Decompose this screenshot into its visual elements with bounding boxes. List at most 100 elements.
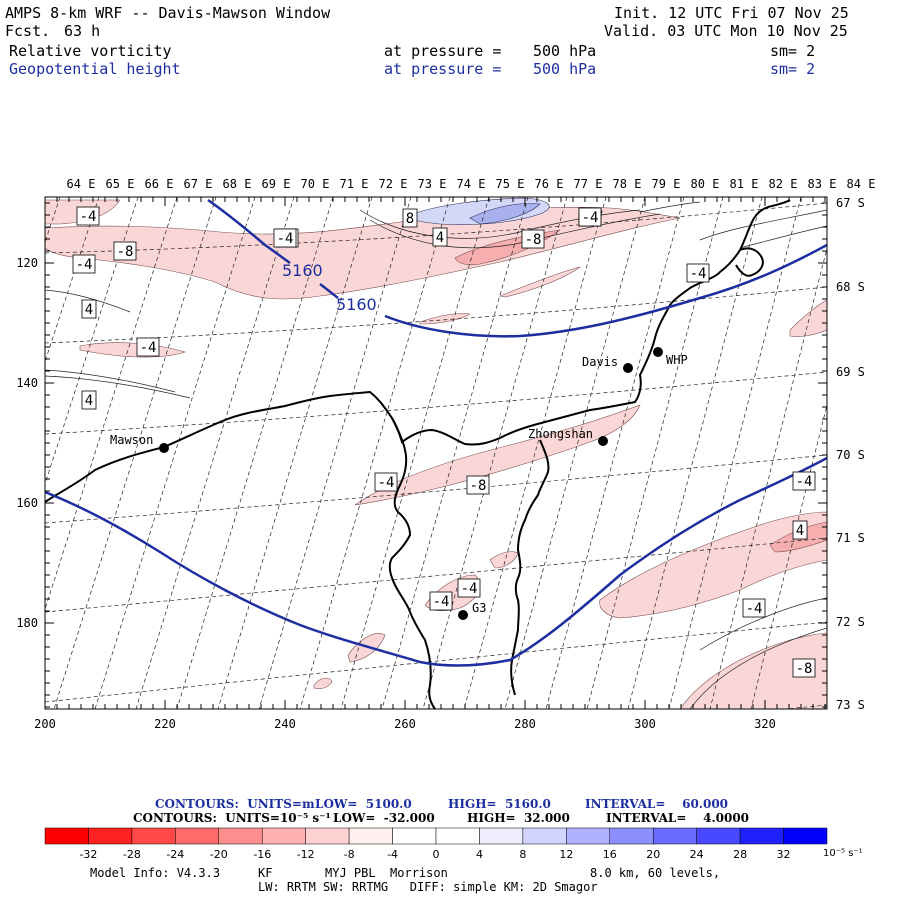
lon-label: 83 E (808, 177, 837, 191)
lat-label: 67 S (836, 196, 865, 210)
parallel-line (45, 621, 827, 703)
lon-label: 73 E (418, 177, 447, 191)
vorticity-label-box (81, 299, 97, 319)
model-info-physics: LW: RRTM SW: RRTMG DIFF: simple KM: 2D S… (258, 880, 598, 894)
vorticity-label: -4 (80, 209, 97, 225)
colorbar-tick-label: -12 (297, 848, 315, 861)
vorticity-label-box (466, 475, 490, 495)
colorbar-tick-label: -16 (253, 848, 271, 861)
meridian-line (463, 197, 607, 709)
contours-vort-interval: INTERVAL= 4.0000 (606, 811, 750, 825)
vorticity-label-box (273, 228, 297, 248)
colorbar-tick-label: 0 (433, 848, 440, 861)
model-info-kf: KF (258, 866, 273, 880)
vorticity-label-box (72, 254, 96, 274)
y-tick-label: 140 (16, 376, 38, 390)
colorbar-segment (261, 827, 306, 845)
x-tick-label: 300 (634, 717, 656, 731)
vorticity-label: -8 (796, 661, 813, 677)
meridian-line (53, 197, 217, 709)
vorticity-fill (45, 197, 827, 709)
lon-label: 75 E (496, 177, 525, 191)
field2-pressure-label: at pressure = (384, 60, 502, 78)
colorbar-tick-label: -28 (123, 848, 141, 861)
meridian-line (340, 197, 490, 709)
lon-label: 64 E (67, 177, 96, 191)
colorbar-segment (566, 827, 611, 845)
vorticity-label-box (578, 207, 602, 227)
meridian-line (709, 246, 827, 709)
model-info-label: Model Info: V4.3.3 (90, 866, 221, 880)
lon-label: 69 E (262, 177, 291, 191)
vorticity-label-box (792, 471, 816, 491)
longitude-labels: 64 E 65 E 66 E 67 E 68 E 69 E 70 E 71 E … (67, 177, 876, 191)
lon-label: 81 E (730, 177, 759, 191)
lon-label: 72 E (379, 177, 408, 191)
vorticity-label: 4 (436, 230, 444, 246)
colorbar-segment (44, 827, 89, 845)
lon-label: 74 E (457, 177, 486, 191)
colorbar-tick-label: 4 (476, 848, 483, 861)
colorbar-tick-label: 28 (733, 848, 747, 861)
x-tick-label: 220 (154, 717, 176, 731)
meridian-line (45, 197, 100, 363)
lat-label: 73 S (836, 698, 865, 712)
y-axis-ticks (45, 202, 827, 708)
vorticity-label-box (792, 658, 816, 678)
contours-height-units: CONTOURS: UNITS=m (155, 797, 315, 811)
meridian-line (299, 197, 451, 709)
vorticity-label: -4 (796, 474, 813, 490)
field1-pressure: 500 hPa (533, 42, 597, 60)
vorticity-label-box (113, 241, 137, 261)
colorbar-tick-label: 24 (690, 848, 704, 861)
contours-vort-units: CONTOURS: UNITS=10⁻⁵ s⁻¹ (133, 811, 331, 825)
colorbar-segment (218, 827, 263, 845)
lat-label: 69 S (836, 365, 865, 379)
field2-pressure: 500 hPa (533, 60, 597, 78)
lon-label: 80 E (691, 177, 720, 191)
lon-label: 78 E (613, 177, 642, 191)
station-marker-g3 (458, 610, 468, 620)
vorticity-label-box (686, 263, 710, 283)
parallel-line (45, 371, 827, 435)
x-tick-label: 200 (34, 717, 56, 731)
colorbar-tick-label: -24 (166, 848, 184, 861)
forecast-label: Fcst. (5, 22, 51, 40)
meridian-line (504, 197, 646, 709)
vorticity-label-box (792, 520, 808, 540)
field2-smoothing: sm= 2 (770, 60, 816, 78)
contours-vort-high: HIGH= 32.000 (467, 811, 570, 825)
colorbar-tick-label: 16 (603, 848, 617, 861)
colorbar-tick-label: 20 (646, 848, 660, 861)
meridian-line (422, 197, 568, 709)
lon-label: 82 E (769, 177, 798, 191)
x-axis-labels: 200 220 240 260 280 300 320 (34, 717, 776, 731)
vorticity-label-box (429, 591, 453, 611)
colorbar-segment (696, 827, 741, 845)
meridian-line (217, 197, 373, 709)
meridian-line (586, 197, 724, 709)
contours-height-interval: INTERVAL= 60.000 (585, 797, 729, 811)
station-label-davis: Davis (582, 355, 618, 369)
parallel-line (45, 202, 827, 254)
colorbar-tick-label: -4 (387, 848, 398, 861)
map-title: AMPS 8-km WRF -- Davis-Mawson Window (5, 4, 331, 22)
station-label-mawson: Mawson (110, 433, 153, 447)
colorbar-segment (479, 827, 524, 845)
colorbar-tick-label: -32 (79, 848, 97, 861)
vorticity-label-box (81, 390, 97, 410)
vorticity-label: -8 (117, 244, 134, 260)
colorbar-segment (131, 827, 176, 845)
lat-label: 72 S (836, 615, 865, 629)
station-marker-zhongshan (598, 436, 608, 446)
lon-label: 84 E (847, 177, 876, 191)
vorticity-label-box (742, 598, 766, 618)
y-tick-label: 180 (16, 616, 38, 630)
lat-label: 71 S (836, 531, 865, 545)
vorticity-label-box (374, 472, 398, 492)
lon-label: 68 E (223, 177, 252, 191)
colorbar-segment (175, 827, 220, 845)
meridian-line (94, 197, 256, 709)
meridian-line (45, 197, 139, 485)
